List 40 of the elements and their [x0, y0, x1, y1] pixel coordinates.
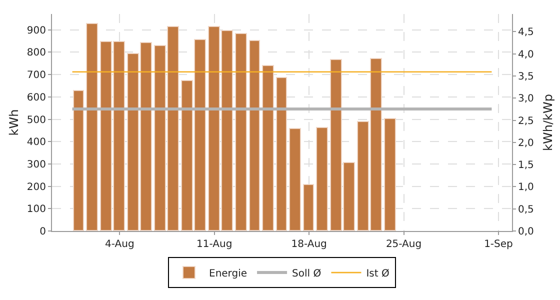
x-tick-label: 25-Aug	[386, 239, 422, 250]
bar	[289, 128, 301, 231]
legend-label: Energie	[209, 268, 248, 280]
y2-tick-label: 0,5	[518, 204, 534, 216]
y2-tick-label: 4,5	[518, 27, 534, 38]
legend-label: Soll Ø	[292, 268, 322, 280]
bar	[303, 184, 314, 231]
y2-tick-label: 2,5	[518, 116, 534, 127]
y-tick-label: 600	[26, 92, 46, 104]
y2-tick-label: 3,0	[518, 94, 534, 105]
y-tick-label: 900	[26, 25, 46, 36]
x-tick-label: 11-Aug	[196, 239, 232, 250]
bar	[384, 118, 396, 231]
y-tick-label: 400	[26, 137, 46, 148]
y-axis-title: kWh	[7, 109, 21, 136]
bar	[276, 77, 287, 231]
y2-tick-label: 3,5	[518, 72, 534, 82]
bar	[235, 33, 247, 231]
x-tick-label: 18-Aug	[291, 239, 327, 250]
bar	[73, 90, 84, 231]
bar	[316, 127, 328, 231]
y2-axis-title: kWh/kWp	[541, 94, 555, 151]
bar	[249, 40, 260, 231]
y2-tick-label: 4,0	[518, 49, 534, 60]
y-tick-label: 500	[26, 114, 46, 126]
y-tick-label: 200	[26, 182, 46, 193]
y2-tick-label: 1,5	[518, 160, 534, 172]
y-tick-label: 300	[26, 159, 46, 170]
x-tick-label: 4-Aug	[105, 239, 134, 250]
y-tick-label: 800	[26, 48, 46, 59]
y-tick-label: 700	[26, 70, 46, 82]
y2-tick-label: 0,0	[518, 226, 534, 238]
bar	[262, 65, 274, 231]
x-tick-label: 1-Sep	[484, 239, 513, 250]
y2-tick-label: 1,0	[518, 182, 534, 194]
y-tick-label: 0	[40, 226, 46, 238]
bar	[86, 23, 98, 231]
legend-label: Ist Ø	[366, 268, 390, 280]
y2-tick-label: 2,0	[518, 138, 534, 149]
y-tick-label: 100	[26, 204, 46, 216]
